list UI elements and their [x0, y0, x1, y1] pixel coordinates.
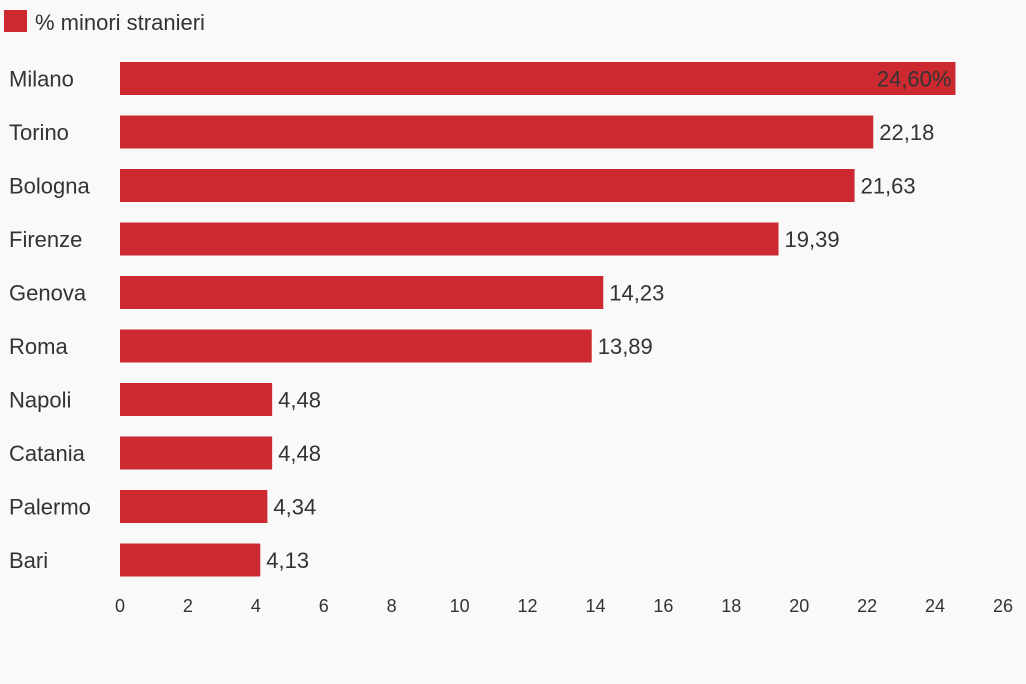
x-tick-20: 20 — [789, 596, 809, 616]
category-label-firenze: Firenze — [9, 227, 82, 252]
value-label-bari: 4,13 — [266, 548, 309, 573]
value-label-bologna: 21,63 — [861, 174, 916, 199]
x-tick-12: 12 — [518, 596, 538, 616]
x-tick-4: 4 — [251, 596, 261, 616]
value-label-palermo: 4,34 — [273, 495, 316, 520]
x-tick-14: 14 — [585, 596, 605, 616]
legend-swatch — [4, 10, 27, 32]
x-tick-18: 18 — [721, 596, 741, 616]
bar-firenze — [120, 222, 779, 256]
bar-torino — [120, 115, 874, 149]
bar-roma — [120, 329, 592, 363]
value-label-catania: 4,48 — [278, 441, 321, 466]
bar-genova — [120, 276, 604, 309]
bar-bari — [120, 543, 261, 577]
bar-napoli — [120, 383, 273, 416]
bar-milano — [120, 62, 956, 95]
legend-label: % minori stranieri — [35, 10, 205, 35]
x-tick-22: 22 — [857, 596, 877, 616]
category-label-bologna: Bologna — [9, 174, 91, 199]
bars — [120, 62, 956, 577]
value-label-napoli: 4,48 — [278, 388, 321, 413]
value-label-roma: 13,89 — [598, 334, 653, 359]
x-tick-24: 24 — [925, 596, 945, 616]
value-label-genova: 14,23 — [609, 281, 664, 306]
category-label-milano: Milano — [9, 67, 74, 92]
bar-palermo — [120, 490, 268, 523]
category-label-palermo: Palermo — [9, 495, 91, 520]
bar-bologna — [120, 169, 855, 202]
x-axis-tick-labels: 0 2 4 6 8 10 12 14 16 18 20 22 24 26 — [115, 596, 1013, 616]
category-label-napoli: Napoli — [9, 388, 71, 413]
x-tick-6: 6 — [319, 596, 329, 616]
x-tick-16: 16 — [653, 596, 673, 616]
value-label-firenze: 19,39 — [785, 227, 840, 252]
x-tick-10: 10 — [450, 596, 470, 616]
category-label-catania: Catania — [9, 441, 86, 466]
x-tick-8: 8 — [387, 596, 397, 616]
x-tick-26: 26 — [993, 596, 1013, 616]
bar-catania — [120, 436, 273, 470]
x-tick-0: 0 — [115, 596, 125, 616]
value-label-milano: 24,60% — [877, 67, 952, 92]
category-label-bari: Bari — [9, 548, 48, 573]
x-tick-2: 2 — [183, 596, 193, 616]
legend: % minori stranieri — [4, 10, 205, 35]
category-label-torino: Torino — [9, 120, 69, 145]
category-label-roma: Roma — [9, 334, 68, 359]
value-labels: 24,60% 22,18 21,63 19,39 14,23 13,89 4,48 4,48 4… — [266, 67, 951, 574]
category-label-genova: Genova — [9, 281, 87, 306]
value-label-torino: 22,18 — [879, 120, 934, 145]
category-labels: Milano Torino Bologna Firenze Genova Roma Napo… — [9, 67, 91, 574]
